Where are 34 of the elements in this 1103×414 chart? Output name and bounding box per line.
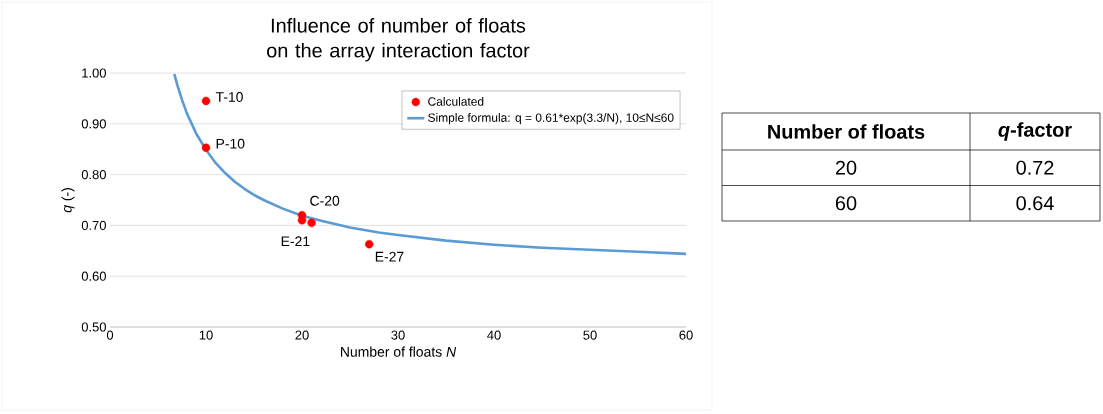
y-tick-label: 0.70 <box>81 220 106 230</box>
x-tick-label: 60 <box>679 330 693 340</box>
annotation: P-10 <box>216 138 245 149</box>
data-label: 0.64 <box>1016 196 1054 211</box>
point <box>297 216 307 225</box>
x-tick-label: 20 <box>295 330 309 340</box>
legend-label: Calculated <box>428 96 484 106</box>
x-tick-label: 0 <box>106 330 114 340</box>
x-tick-label: 10 <box>199 330 213 340</box>
y-tick-label: 0.60 <box>81 271 106 281</box>
annotation: T-10 <box>215 91 243 102</box>
annotation: C-20 <box>310 195 340 206</box>
y-tick-label: 0.90 <box>81 119 106 129</box>
chart-title: Influence of number of floats on the array interaction factor <box>267 18 530 62</box>
category-label: 20 <box>835 160 857 175</box>
y-tick-label: 0.80 <box>81 170 106 180</box>
point <box>201 143 211 152</box>
x-axis-title: Number of floats N <box>341 346 457 357</box>
x-tick-label: 30 <box>391 330 405 340</box>
point <box>365 240 374 249</box>
point <box>201 96 211 106</box>
point <box>307 218 316 228</box>
y-tick-label: 1.00 <box>82 68 106 78</box>
y-tick-label: 0.50 <box>81 322 106 332</box>
x-tick-label: 40 <box>487 330 501 340</box>
annotation: E-27 <box>375 251 404 262</box>
annotation: E-21 <box>281 236 310 247</box>
category-label: 60 <box>835 196 857 211</box>
y-axis-title: q (-) <box>61 188 75 213</box>
legend-label: Simple formula: q = 0.61*exp(3.3/N), 10≤N≤60 <box>428 113 674 125</box>
text: Number of floats <box>768 124 925 139</box>
x-tick-label: 50 <box>583 330 597 340</box>
data-label: 0.72 <box>1016 160 1054 175</box>
text: q-factor <box>998 122 1072 141</box>
